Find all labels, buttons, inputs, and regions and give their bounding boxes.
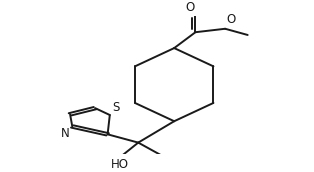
Text: N: N	[61, 127, 70, 140]
Text: O: O	[185, 1, 194, 14]
Text: HO: HO	[111, 158, 128, 171]
Text: S: S	[112, 101, 120, 114]
Text: O: O	[227, 13, 236, 26]
